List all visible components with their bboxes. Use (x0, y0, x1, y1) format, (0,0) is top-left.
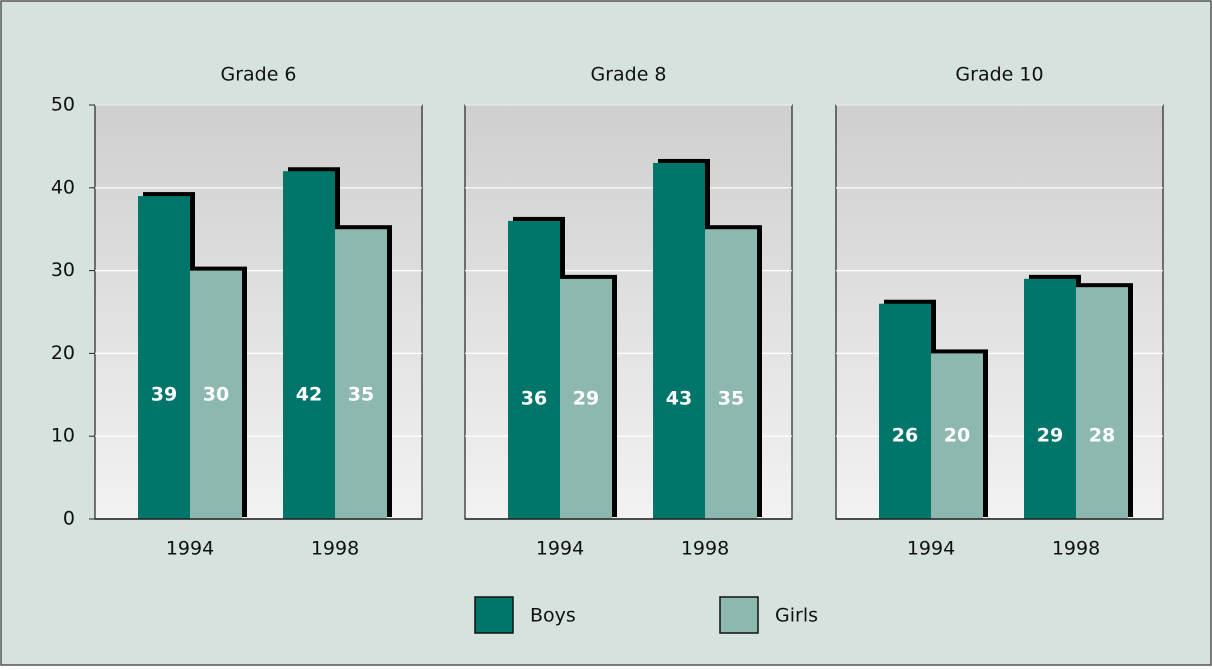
y-tick-label: 20 (51, 342, 75, 364)
bar-label: 36 (521, 387, 547, 409)
y-tick-label: 30 (51, 259, 75, 281)
bar-label: 39 (151, 383, 177, 405)
bar-label: 43 (666, 387, 692, 409)
x-tick-label: 1994 (536, 538, 584, 560)
bar (335, 229, 387, 519)
bar (705, 229, 757, 519)
bar-label: 26 (892, 425, 918, 447)
x-tick-label: 1998 (311, 538, 359, 560)
bar (283, 171, 335, 520)
bar (1024, 278, 1076, 519)
panel-title: Grade 6 (220, 64, 296, 86)
bar (1076, 287, 1128, 519)
legend-swatch (474, 596, 514, 634)
legend-label: Girls (775, 605, 818, 627)
bar-label: 20 (944, 425, 970, 447)
panel-title: Grade 10 (955, 64, 1043, 86)
bar (190, 270, 242, 519)
bar (138, 196, 190, 519)
bar-label: 30 (203, 383, 229, 405)
y-tick-label: 10 (51, 425, 75, 447)
bar-label: 28 (1089, 425, 1115, 447)
x-tick-label: 1998 (1052, 538, 1100, 560)
bar-label: 29 (573, 387, 599, 409)
bar (653, 162, 705, 519)
x-tick-label: 1994 (907, 538, 955, 560)
bar-label: 35 (348, 383, 374, 405)
bar-label: 29 (1037, 425, 1063, 447)
bar (879, 303, 931, 519)
bar (931, 353, 983, 519)
legend-label: Boys (530, 605, 576, 627)
panel-title: Grade 8 (590, 64, 666, 86)
y-tick-label: 0 (63, 508, 75, 530)
y-tick-label: 50 (51, 94, 75, 116)
y-tick-label: 40 (51, 176, 75, 198)
bar (508, 220, 560, 520)
bar (560, 278, 612, 519)
bar-label: 42 (296, 383, 322, 405)
legend-swatch (719, 596, 759, 634)
x-tick-label: 1994 (166, 538, 214, 560)
bar-label: 35 (718, 387, 744, 409)
x-tick-label: 1998 (681, 538, 729, 560)
